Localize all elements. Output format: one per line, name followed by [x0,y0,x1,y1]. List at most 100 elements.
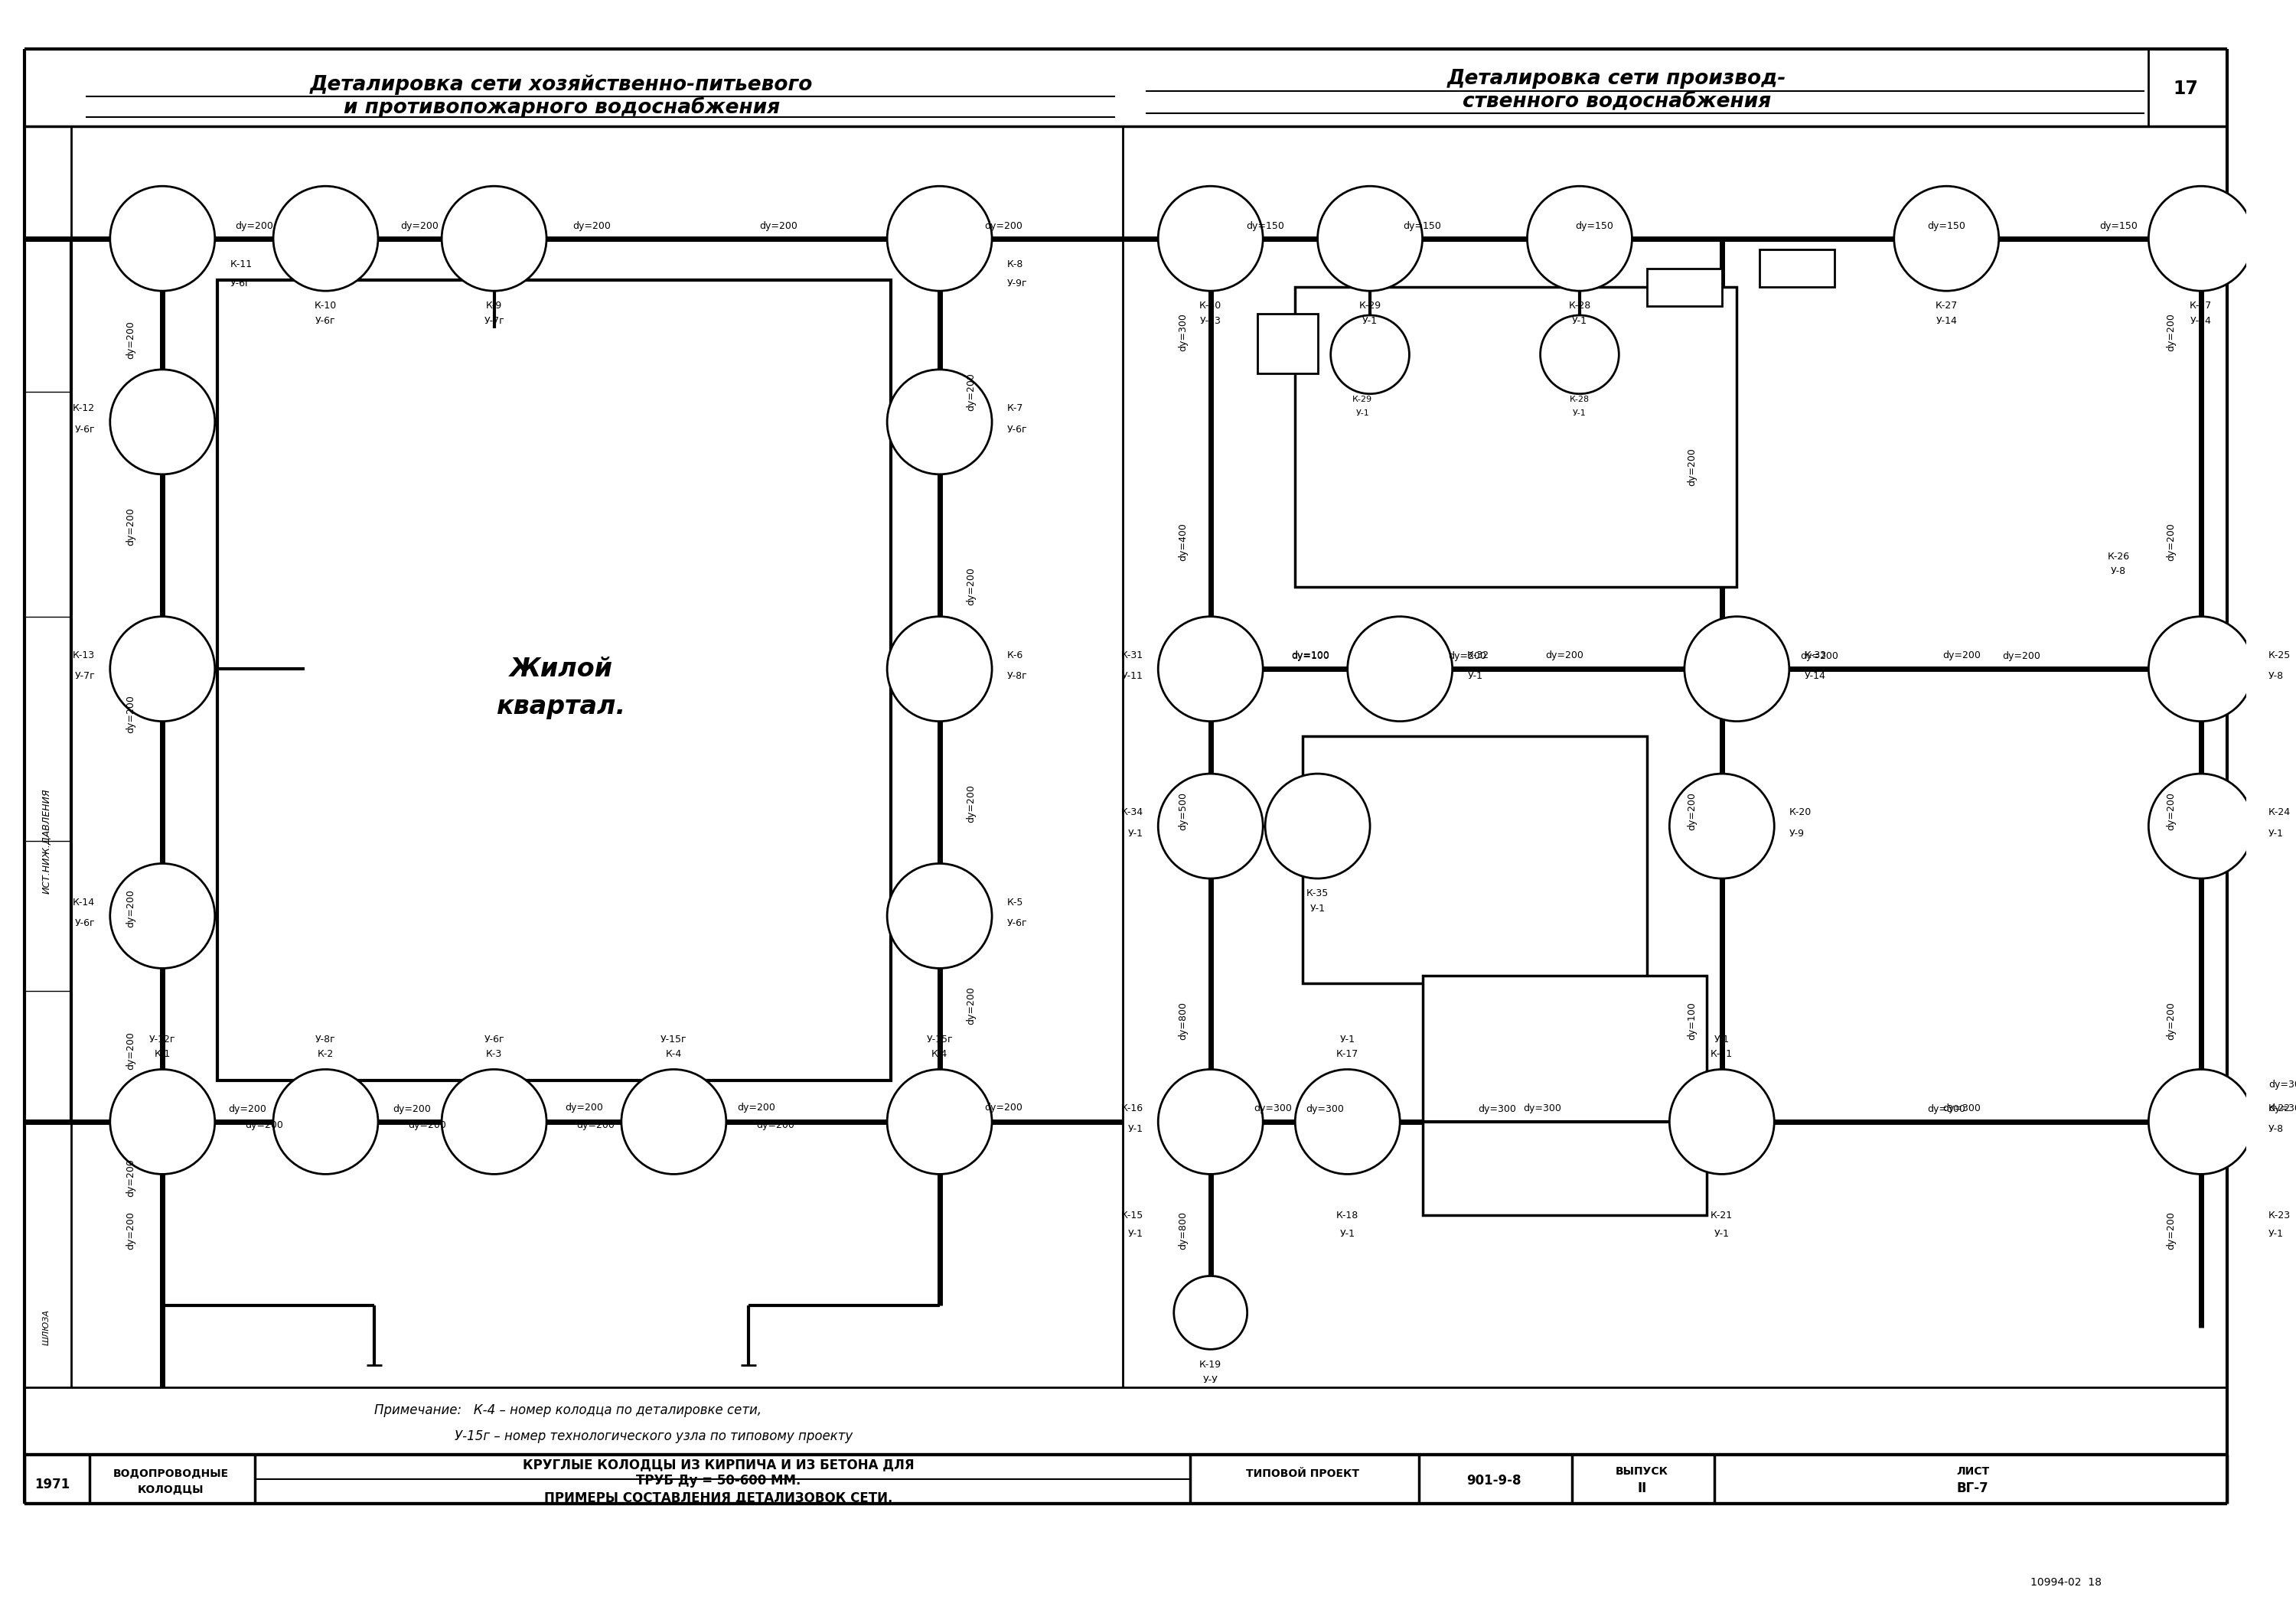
Text: У-У: У-У [1203,1375,1219,1384]
Circle shape [110,863,216,969]
Text: dy=200: dy=200 [1545,651,1584,661]
Text: dy=100: dy=100 [1688,1001,1697,1040]
Bar [1646,268,1722,305]
Text: dy=200: dy=200 [2165,1211,2177,1250]
Text: dy=800: dy=800 [1178,1001,1187,1040]
Text: dy=200: dy=200 [737,1102,776,1112]
Text: ШЛЮЗА: ШЛЮЗА [44,1310,51,1345]
Circle shape [2149,1070,2252,1173]
Text: dy=200: dy=200 [967,568,976,605]
Text: У-6г: У-6г [76,425,94,435]
Text: У-1: У-1 [2268,829,2285,839]
Text: У-9г: У-9г [1008,279,1026,289]
Text: dy=500: dy=500 [1178,792,1187,831]
Text: dy=200: dy=200 [985,221,1022,230]
Text: К-6: К-6 [1008,651,1024,661]
Text: К-33: К-33 [1805,651,1828,661]
Text: У-1: У-1 [1127,1229,1143,1238]
Text: У-6г: У-6г [1008,425,1026,435]
Circle shape [1541,315,1619,394]
Text: К-21: К-21 [1711,1211,1733,1220]
Text: У-14: У-14 [1936,316,1956,326]
Text: У-8: У-8 [2110,566,2126,576]
Text: У-1: У-1 [1341,1229,1355,1238]
Text: К-21: К-21 [1711,1050,1733,1060]
Text: У-1: У-1 [2268,1229,2285,1238]
Text: КРУГЛЫЕ КОЛОДЦЫ ИЗ КИРПИЧА И ИЗ БЕТОНА ДЛЯ: КРУГЛЫЕ КОЛОДЦЫ ИЗ КИРПИЧА И ИЗ БЕТОНА Д… [523,1457,914,1472]
Text: 1971: 1971 [34,1479,71,1492]
Text: dy=200: dy=200 [1449,651,1486,661]
Text: dy=300: dy=300 [1178,313,1187,351]
Circle shape [886,617,992,721]
Text: К-27: К-27 [2190,300,2211,312]
Circle shape [886,863,992,969]
Text: dy=200: dy=200 [126,320,135,359]
Text: dy=150: dy=150 [1247,221,1283,230]
Text: dy=200: dy=200 [126,889,135,927]
Text: К-8: К-8 [1008,260,1024,269]
Text: У-11: У-11 [1123,672,1143,682]
Text: dy=200: dy=200 [755,1120,794,1131]
Circle shape [1173,1276,1247,1349]
Text: У-1: У-1 [1573,316,1587,326]
Text: ственного водоснабжения: ственного водоснабжения [1463,91,1770,112]
Text: У-8г: У-8г [315,1034,335,1044]
Circle shape [1669,1070,1775,1173]
Text: У-1: У-1 [1127,829,1143,839]
Text: 901-9-8: 901-9-8 [1467,1474,1520,1488]
Text: У-6г: У-6г [76,919,94,928]
Text: К-11: К-11 [230,260,253,269]
Text: У-1: У-1 [1467,672,1483,682]
Text: dy=200: dy=200 [126,695,135,734]
Circle shape [1157,1070,1263,1173]
Text: dy=100: dy=100 [1290,651,1329,661]
Circle shape [886,370,992,474]
Circle shape [1318,187,1424,291]
Text: У-15г – номер технологического узла по типовому проекту: У-15г – номер технологического узла по т… [374,1430,852,1443]
Circle shape [441,187,546,291]
Text: dy=300: dy=300 [1522,1104,1561,1113]
Text: dy=400: dy=400 [1178,523,1187,560]
Text: dy=200: dy=200 [126,1211,135,1250]
Text: dy=200: dy=200 [409,1120,445,1131]
Circle shape [1157,617,1263,721]
Bar [1302,737,1646,984]
Text: К-5: К-5 [1008,898,1024,907]
Text: К-17: К-17 [1336,1050,1359,1060]
Text: dy=300: dy=300 [1306,1104,1343,1113]
Text: dy=200: dy=200 [236,221,273,230]
Text: dy=300: dy=300 [1942,1104,1981,1113]
Text: ТРУБ Ду = 50-600 ММ.: ТРУБ Ду = 50-600 ММ. [636,1474,801,1488]
Text: dy=200: dy=200 [2165,313,2177,351]
Text: dy=200: dy=200 [246,1120,282,1131]
Text: II: II [1637,1482,1646,1495]
Text: dy=150: dy=150 [2099,221,2138,230]
Text: К-15: К-15 [1120,1211,1143,1220]
Text: dy=200: dy=200 [1942,651,1981,661]
Circle shape [1265,774,1371,878]
Text: 17: 17 [2174,80,2200,97]
Circle shape [110,370,216,474]
Text: У-14: У-14 [1805,672,1825,682]
Text: Примечание:   К-4 – номер колодца по деталировке сети,: Примечание: К-4 – номер колодца по детал… [374,1402,762,1417]
Circle shape [2149,617,2252,721]
Text: dy=200: dy=200 [393,1104,432,1113]
Text: К-23: К-23 [2268,1211,2291,1220]
Text: У-7г: У-7г [484,316,505,326]
Text: К-26: К-26 [2108,552,2131,562]
Text: dy=200: dy=200 [1688,792,1697,831]
Text: У-15г: У-15г [925,1034,953,1044]
Text: dy=300: dy=300 [2268,1079,2296,1089]
Text: У-1: У-1 [1573,409,1587,417]
Text: У-15г: У-15г [661,1034,687,1044]
Circle shape [441,1070,546,1173]
Text: К-24: К-24 [2268,808,2291,818]
Circle shape [1157,187,1263,291]
Text: К-31: К-31 [1120,651,1143,661]
Text: У-8: У-8 [2268,672,2285,682]
Text: К-16: К-16 [1120,1104,1143,1113]
Text: dy=800: dy=800 [1178,1211,1187,1250]
Text: У-1: У-1 [1311,904,1325,914]
Text: dy=200: dy=200 [1800,651,1839,661]
Text: К-9: К-9 [487,300,503,312]
